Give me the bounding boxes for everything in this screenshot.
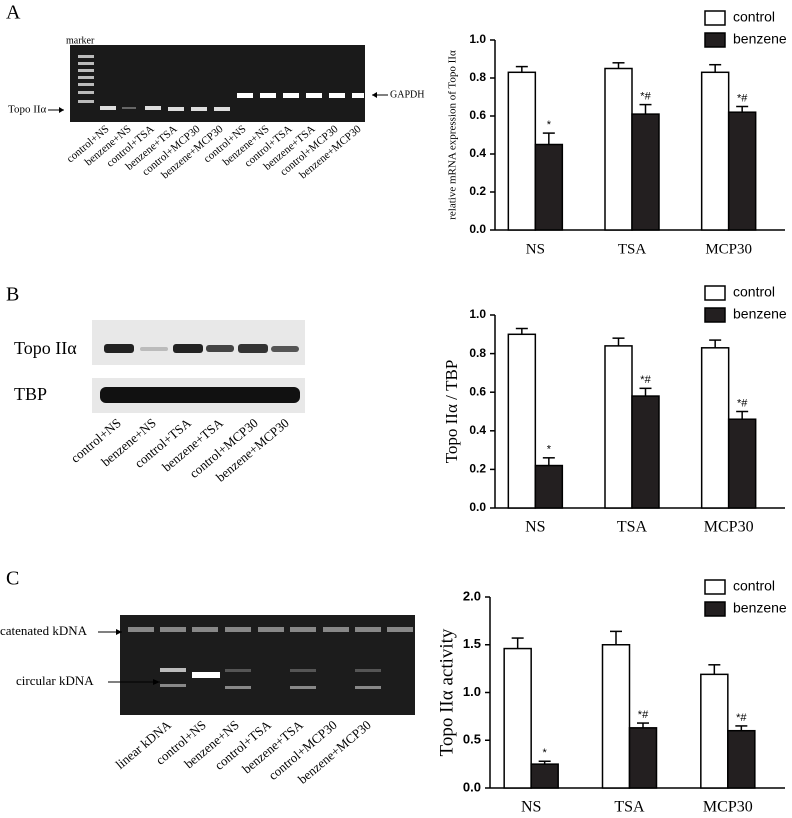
significance-label: * (543, 747, 548, 759)
y-tick-label: 0.8 (469, 70, 486, 84)
y-tick-label: 2.0 (463, 588, 481, 603)
legend-label: control (733, 578, 775, 594)
y-tick-label: 0.2 (469, 184, 486, 198)
x-tick-label: NS (521, 799, 541, 816)
x-tick-label: TSA (617, 519, 648, 536)
bar (601, 644, 631, 789)
bar (700, 71, 730, 231)
legend-swatch (704, 10, 726, 26)
y-tick-label: 0.6 (469, 108, 486, 122)
y-tick-label: 0.5 (463, 732, 481, 747)
legend-label: benzene (733, 306, 787, 322)
blot-bands (100, 344, 300, 403)
y-tick-label: 0.4 (469, 146, 486, 160)
significance-label: *# (640, 374, 651, 386)
y-tick-label: 0.4 (469, 423, 486, 437)
x-tick-label: NS (526, 241, 545, 257)
arrow-head (153, 679, 160, 685)
reference-label: TBP (14, 384, 47, 404)
y-tick-label: 0.8 (469, 346, 486, 360)
significance-label: *# (736, 712, 747, 724)
bar (530, 763, 559, 789)
bar (507, 333, 537, 509)
y-tick-label: 0.2 (469, 462, 486, 476)
legend-label: control (733, 9, 775, 25)
bar (604, 67, 633, 231)
significance-label: * (547, 119, 552, 131)
panel-label: C (6, 568, 19, 590)
x-tick-label: TSA (618, 241, 647, 257)
bar (727, 111, 757, 231)
bar (507, 71, 537, 231)
bar (534, 143, 564, 231)
circular-label: circular kDNA (16, 673, 94, 688)
y-tick-label: 0.0 (469, 222, 486, 236)
legend-label: control (733, 284, 775, 300)
y-tick-label: 1.5 (463, 636, 481, 651)
marker-ladder (78, 55, 94, 103)
y-tick-label: 1.0 (469, 307, 486, 321)
legend-swatch (704, 601, 726, 617)
x-tick-label: NS (525, 519, 545, 536)
bar (727, 418, 757, 509)
x-tick-label: MCP30 (703, 799, 753, 816)
arrow-head (116, 629, 122, 635)
y-tick-label: 0.0 (469, 500, 486, 514)
legend-label: benzene (733, 600, 787, 616)
significance-label: * (547, 444, 552, 456)
y-axis-label: Topo IIα / TBP (442, 360, 461, 464)
gel-c: catenated kDNA circular kDNA (0, 615, 415, 715)
legend-swatch (704, 32, 726, 48)
target-label: Topo IIα (14, 338, 77, 358)
legend-swatch (704, 307, 726, 323)
x-tick-label: TSA (614, 799, 645, 816)
panel-label: B (6, 284, 19, 306)
bar (700, 347, 730, 509)
gel-bands (128, 627, 413, 689)
reference-label: GAPDH (390, 89, 424, 100)
blot-b: Topo IIα TBP (14, 320, 305, 413)
gel-bands (100, 93, 364, 111)
bar (631, 113, 660, 231)
bar (503, 647, 532, 789)
y-tick-label: 1.0 (469, 32, 486, 46)
significance-label: *# (737, 92, 748, 104)
legend-swatch (704, 579, 726, 595)
target-label: Topo IIα (8, 104, 47, 116)
marker-label: marker (66, 35, 95, 46)
blot-strip (92, 320, 305, 365)
arrow-head (372, 92, 377, 98)
y-tick-label: 0.6 (469, 384, 486, 398)
significance-label: *# (737, 397, 748, 409)
bar (628, 727, 658, 789)
y-tick-label: 0.0 (463, 779, 481, 794)
significance-label: *# (638, 709, 649, 721)
bar (700, 673, 729, 789)
legend-swatch (704, 285, 726, 301)
bar (727, 729, 756, 789)
x-tick-label: MCP30 (705, 241, 752, 257)
y-axis-label: Topo IIα activity (436, 628, 457, 756)
gel-a: marker Topo IIα GAPDH (8, 35, 424, 122)
bar (604, 345, 633, 509)
legend-label: benzene (733, 31, 787, 47)
y-axis-label: relative mRNA expression of Topo IIα (447, 50, 459, 220)
significance-label: *# (640, 91, 651, 103)
bar (631, 395, 660, 509)
catenated-label: catenated kDNA (0, 623, 88, 638)
panel-label: A (6, 2, 21, 24)
y-tick-label: 1.0 (463, 684, 481, 699)
x-tick-label: MCP30 (704, 519, 754, 536)
bar (534, 464, 564, 509)
arrow-head (59, 107, 64, 113)
